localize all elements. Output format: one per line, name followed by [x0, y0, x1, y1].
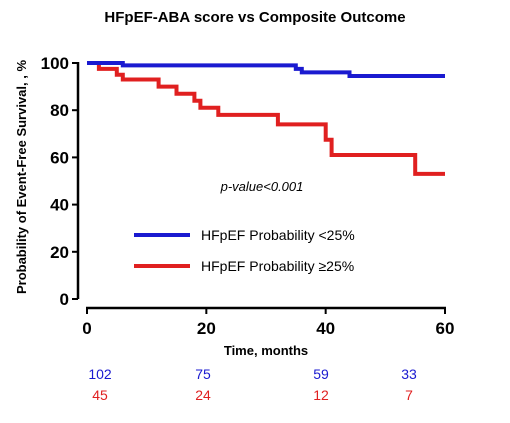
survival-curves	[87, 61, 445, 176]
series-line-high-probability	[87, 61, 445, 176]
y-tick-label: 20	[50, 243, 69, 262]
legend-label: HFpEF Probability ≥25%	[201, 258, 354, 274]
chart-title: HFpEF-ABA score vs Composite Outcome	[104, 9, 405, 26]
risk-count: 59	[313, 366, 329, 382]
y-tick-label: 0	[60, 290, 69, 309]
x-tick-label: 40	[316, 319, 335, 338]
legend: HFpEF Probability <25% HFpEF Probability …	[134, 227, 355, 274]
y-tick-label: 100	[41, 54, 69, 73]
risk-count: 7	[405, 387, 413, 403]
p-value-annotation: p-value<0.001	[220, 179, 304, 194]
risk-table: 102 75 59 33 45 24 12 7	[88, 366, 417, 403]
risk-count: 12	[313, 387, 329, 403]
x-tick-label: 20	[197, 319, 216, 338]
y-axis-label: Probability of Event-Free Survival, , %	[14, 60, 29, 295]
y-tick-label: 60	[50, 148, 69, 167]
x-tick-label: 0	[82, 319, 91, 338]
x-tick-label: 60	[436, 319, 455, 338]
risk-count: 45	[92, 387, 108, 403]
legend-label: HFpEF Probability <25%	[201, 227, 355, 243]
series-line-low-probability	[87, 61, 445, 78]
y-tick-label: 80	[50, 101, 69, 120]
risk-count: 75	[195, 366, 211, 382]
x-axis-label: Time, months	[224, 343, 308, 358]
risk-count: 33	[401, 366, 417, 382]
risk-count: 24	[195, 387, 211, 403]
axes: 0 20 40 60 80 100 0 20 40 60	[41, 54, 455, 338]
risk-count: 102	[88, 366, 112, 382]
y-tick-label: 40	[50, 196, 69, 215]
